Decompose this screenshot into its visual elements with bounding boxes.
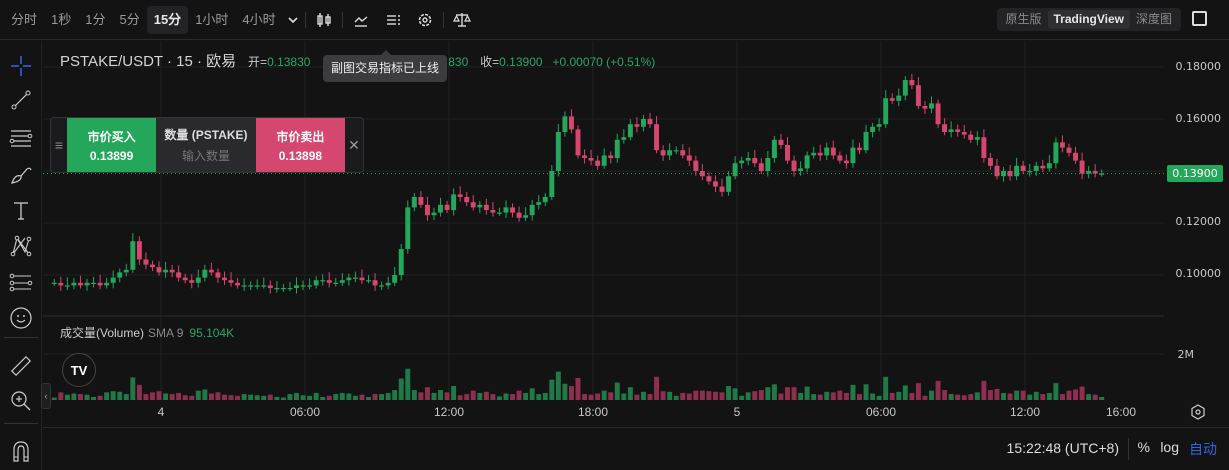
close-icon[interactable]: ✕: [348, 136, 360, 153]
price-axis[interactable]: 0.18000 0.16000 0.12000 0.10000 2M: [1164, 41, 1229, 427]
y-tick: 0.12000: [1175, 215, 1222, 228]
x-tick: 18:00: [577, 405, 609, 419]
view-tradingview[interactable]: TradingView: [1047, 10, 1130, 29]
auto-scale-toggle[interactable]: 自动: [1189, 441, 1217, 457]
price-chart[interactable]: [43, 41, 1164, 427]
buy-label: 市价买入: [87, 129, 136, 144]
divider: [304, 11, 306, 28]
axis-settings-icon[interactable]: [1190, 404, 1206, 420]
view-mode-switch: 原生版 TradingView 深度图: [996, 8, 1181, 31]
volume-title: 成交量(Volume): [60, 326, 145, 340]
x-tick: 06:00: [865, 405, 897, 419]
quick-trade-panel: ≡ 市价买入 0.13899 数量 (PSTAKE) 输入数量 市价卖出 0.1…: [50, 117, 364, 173]
top-toolbar: 分时 1秒 1分 5分 15分 1小时 4小时 原生版 TradingView …: [0, 0, 1229, 40]
list-settings-icon[interactable]: [377, 6, 409, 34]
timeframe-5m[interactable]: 5分: [119, 11, 140, 27]
emoji-icon[interactable]: [8, 305, 34, 331]
scale-icon[interactable]: [446, 6, 478, 34]
chevron-down-icon[interactable]: [283, 6, 303, 34]
volume-value: 95.104K: [189, 326, 235, 340]
gear-icon[interactable]: [409, 6, 441, 34]
drag-handle-icon[interactable]: ≡: [54, 137, 64, 153]
close-label: 收=: [480, 55, 500, 69]
candles-icon[interactable]: [308, 6, 340, 34]
view-native[interactable]: 原生版: [1005, 12, 1042, 26]
sell-price: 0.13898: [278, 148, 323, 163]
brush-icon[interactable]: [8, 162, 34, 188]
timeframe-4h[interactable]: 4小时: [242, 11, 276, 27]
qty-label: 数量 (PSTAKE): [164, 128, 248, 142]
clock: 15:22:48 (UTC+8): [1006, 440, 1119, 456]
timeframe-tick[interactable]: 分时: [11, 11, 38, 27]
market-sell-button[interactable]: 市价卖出 0.13898: [255, 118, 346, 172]
tradingview-logo[interactable]: TV: [62, 353, 96, 387]
x-tick: 5: [733, 405, 741, 419]
horizontal-lines-icon[interactable]: [8, 125, 34, 151]
time-axis[interactable]: 4 06:00 12:00 18:00 5 06:00 12:00 16:00: [43, 400, 1164, 426]
zoom-in-icon[interactable]: [8, 388, 34, 414]
x-tick: 16:00: [1105, 405, 1137, 419]
status-bar: 15:22:48 (UTC+8) % log 自动: [43, 427, 1229, 470]
y-tick: 0.10000: [1175, 267, 1222, 280]
change-value: +0.00070 (+0.51%): [552, 55, 656, 69]
sell-label: 市价卖出: [276, 129, 325, 144]
partial-value: 830: [448, 55, 469, 69]
view-depth[interactable]: 深度图: [1135, 12, 1172, 26]
log-toggle[interactable]: log: [1160, 439, 1179, 455]
y-tick: 0.16000: [1175, 112, 1222, 125]
market-buy-button[interactable]: 市价买入 0.13899: [66, 118, 157, 172]
divider: [4, 337, 38, 338]
magnet-icon[interactable]: [8, 438, 34, 464]
indicators-icon[interactable]: [345, 6, 377, 34]
open-label: 开=: [248, 55, 268, 69]
current-price-tag: 0.13900: [1167, 165, 1223, 182]
drawing-toolbar: [0, 41, 42, 470]
buy-price: 0.13899: [89, 148, 134, 163]
y-tick-volume: 2M: [1177, 348, 1195, 361]
divider: [4, 423, 38, 424]
timeframe-1h[interactable]: 1小时: [195, 11, 229, 27]
fib-retracement-icon[interactable]: [8, 270, 34, 296]
divider: [1128, 438, 1129, 460]
trend-line-icon[interactable]: [8, 87, 34, 113]
ruler-icon[interactable]: [8, 353, 34, 379]
chart-legend: PSTAKE/USDT · 15 · 欧易 开=0.13830 830 收=0.…: [60, 50, 655, 71]
timeframe-1s[interactable]: 1秒: [51, 11, 72, 27]
collapse-toolbar-button[interactable]: ‹: [41, 383, 51, 409]
timeframe-15m[interactable]: 15分: [146, 5, 189, 34]
qty-placeholder: 输入数量: [181, 149, 230, 163]
x-tick: 06:00: [289, 405, 321, 419]
x-tick: 12:00: [433, 405, 465, 419]
timeframe-1m[interactable]: 1分: [85, 11, 106, 27]
fullscreen-icon[interactable]: [1192, 11, 1207, 26]
divider: [442, 11, 444, 28]
open-value: 0.13830: [267, 55, 311, 69]
divider: [341, 11, 343, 28]
notification-tooltip: 副图交易指标已上线: [323, 50, 447, 82]
x-tick: 4: [157, 405, 165, 419]
percent-toggle[interactable]: %: [1137, 439, 1150, 455]
pattern-icon[interactable]: [8, 233, 34, 259]
x-tick: 12:00: [1009, 405, 1041, 419]
symbol-title: PSTAKE/USDT · 15 · 欧易: [60, 53, 237, 70]
volume-sma: SMA 9: [148, 326, 184, 340]
quantity-input[interactable]: 数量 (PSTAKE) 输入数量: [156, 118, 256, 172]
y-tick: 0.18000: [1175, 60, 1222, 73]
close-value: 0.13900: [499, 55, 543, 69]
volume-legend: 成交量(Volume) SMA 9 95.104K: [60, 324, 234, 341]
crosshair-icon[interactable]: [8, 53, 34, 79]
text-icon[interactable]: [8, 198, 34, 224]
